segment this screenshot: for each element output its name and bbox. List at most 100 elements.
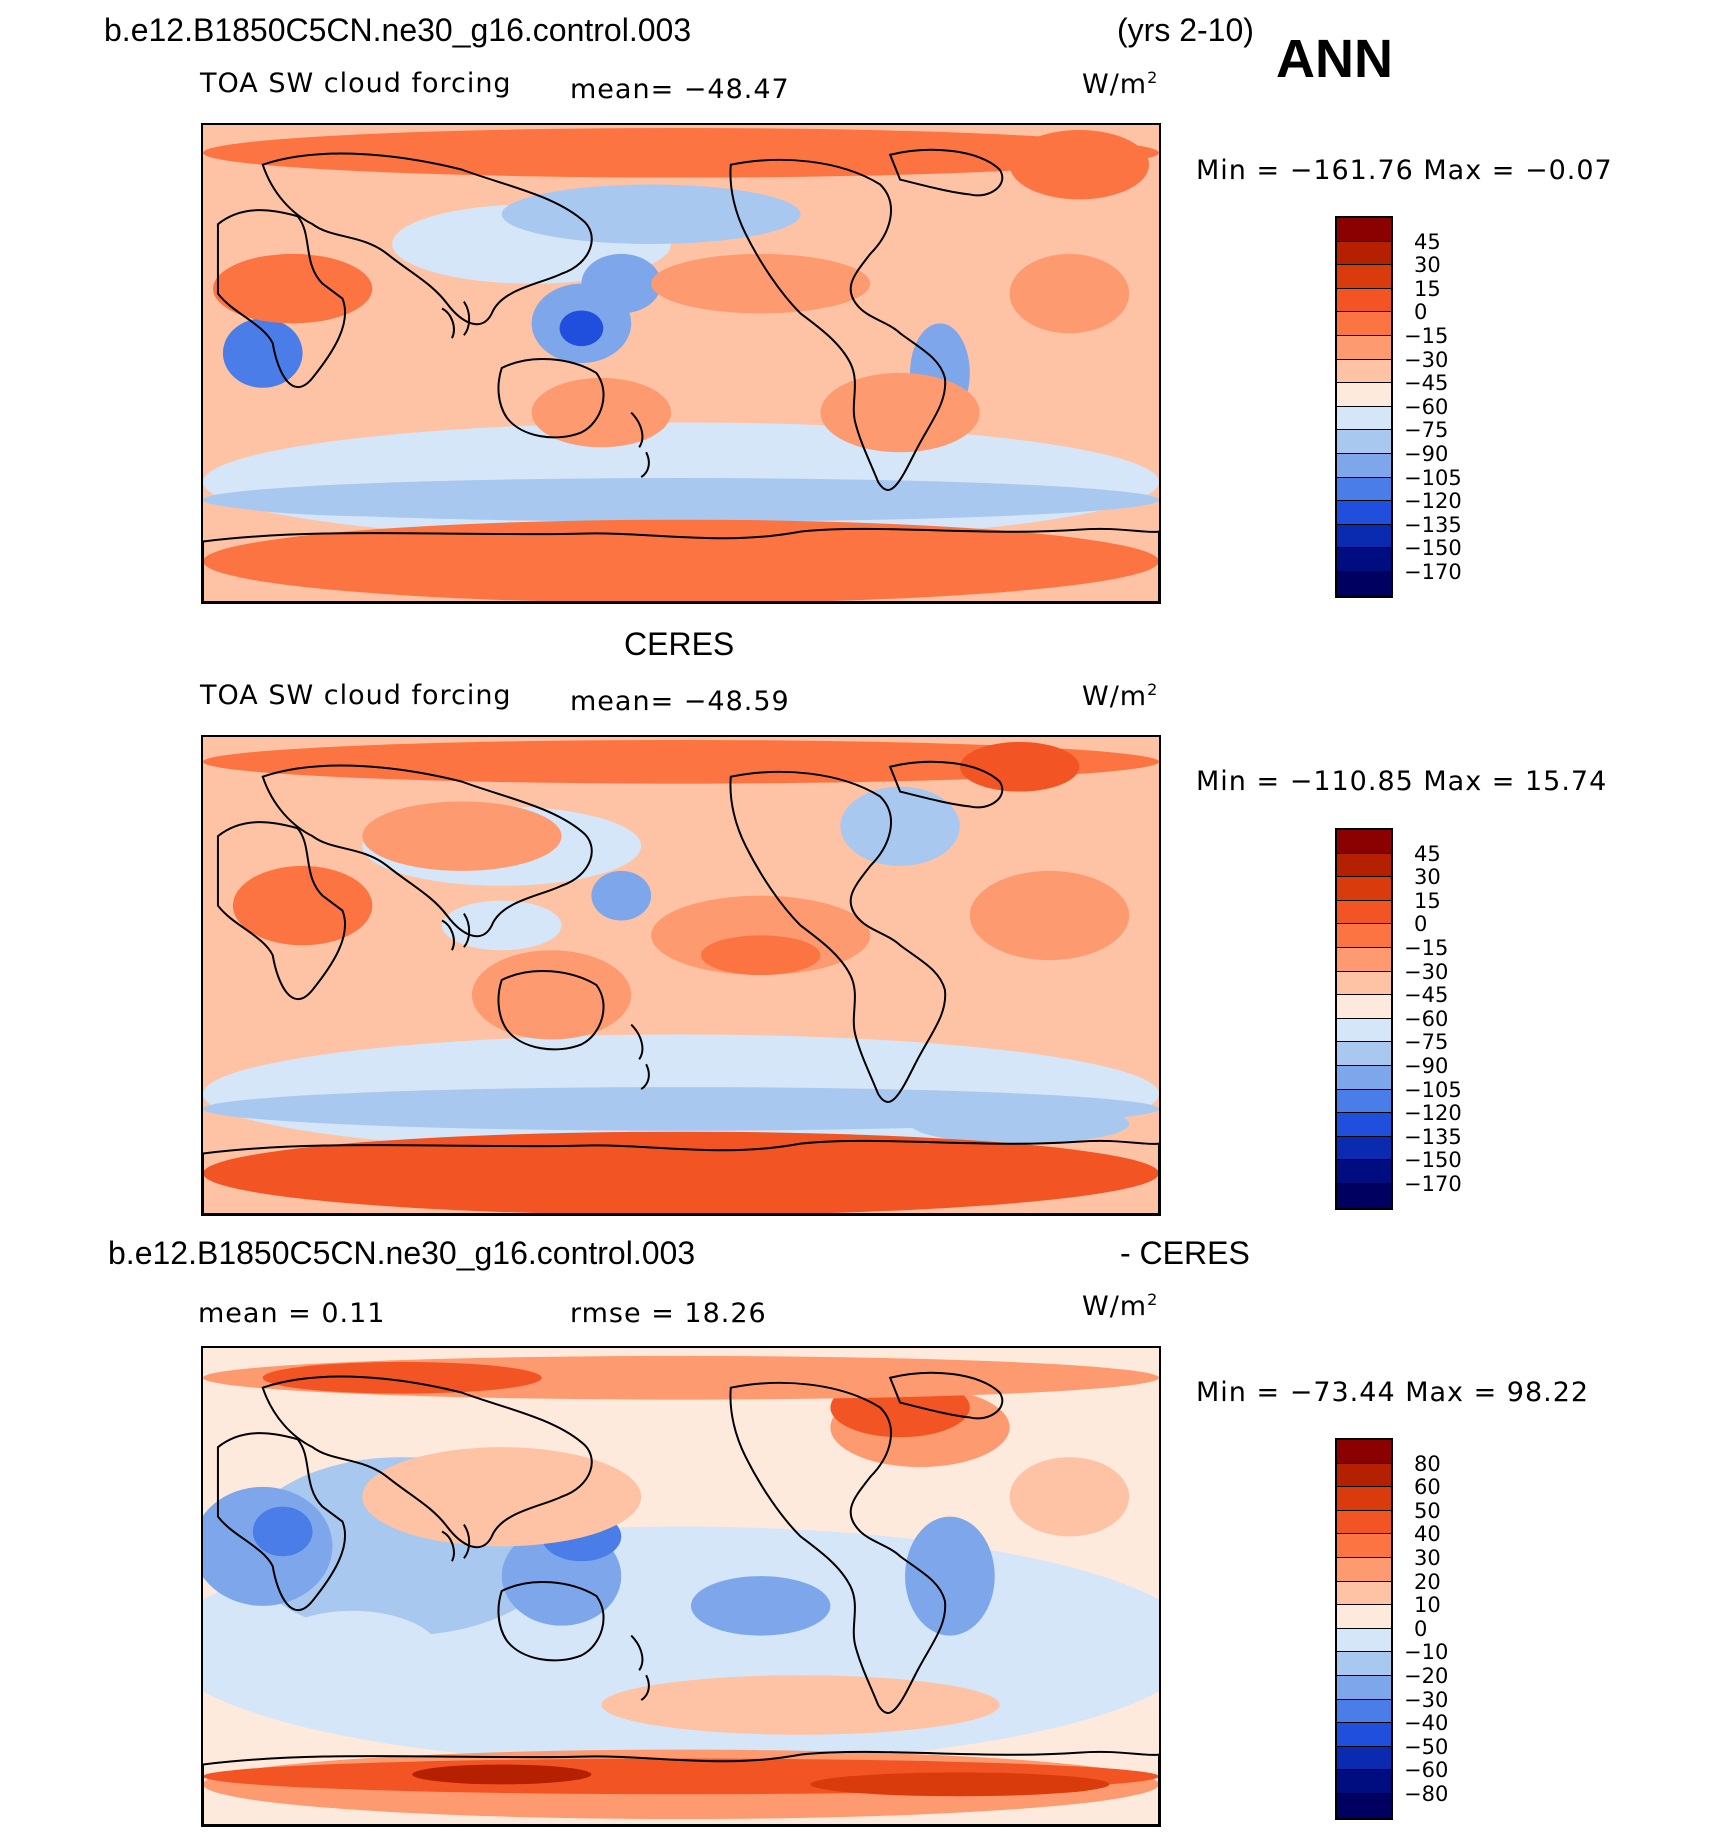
panel3-map <box>201 1346 1161 1827</box>
colorbar-tick-label: −75 <box>1404 1030 1449 1055</box>
colorbar-tick-label: −105 <box>1404 1077 1462 1102</box>
colorbar-tick-label: 45 <box>1414 841 1441 866</box>
colorbar-segment <box>1337 1183 1391 1208</box>
colorbar-segment <box>1337 1581 1391 1606</box>
contour-region <box>203 519 1159 602</box>
colorbar-tick-label: 20 <box>1414 1569 1441 1594</box>
panel2-colorbar <box>1335 828 1393 1210</box>
colorbar-tick-label: −80 <box>1404 1782 1449 1806</box>
colorbar-segment <box>1337 924 1391 948</box>
colorbar-segment <box>1337 265 1391 289</box>
colorbar-segment <box>1337 1065 1391 1090</box>
colorbar-tick-label: −120 <box>1404 1101 1462 1126</box>
years-label: (yrs 2-10) <box>1117 12 1254 48</box>
colorbar-tick-label: −60 <box>1404 394 1449 419</box>
colorbar-tick-label: 80 <box>1414 1451 1441 1476</box>
colorbar-segment <box>1337 971 1391 996</box>
contour-region <box>222 486 582 517</box>
panel1-mean: mean= −48.47 <box>570 74 790 105</box>
contour-region <box>362 1447 642 1547</box>
colorbar-segment <box>1337 1793 1391 1818</box>
colorbar-segment <box>1337 1699 1391 1724</box>
contour-region <box>471 950 632 1040</box>
colorbar-tick-label: 0 <box>1414 1616 1428 1641</box>
colorbar-segment <box>1337 1746 1391 1771</box>
panel3-units: W/m2 <box>1082 1290 1159 1322</box>
colorbar-segment <box>1337 501 1391 525</box>
colorbar-tick-label: −45 <box>1404 983 1449 1008</box>
colorbar-tick-label: −120 <box>1404 489 1462 514</box>
colorbar-segment <box>1337 1089 1391 1114</box>
colorbar-tick-label: −150 <box>1404 1148 1462 1173</box>
colorbar-tick-label: −40 <box>1404 1711 1449 1736</box>
colorbar-tick-label: −170 <box>1404 1172 1462 1196</box>
colorbar-segment <box>1337 1463 1391 1488</box>
colorbar-tick-label: −90 <box>1404 442 1449 466</box>
colorbar-segment <box>1337 947 1391 972</box>
colorbar-segment <box>1337 1113 1391 1137</box>
contour-region <box>601 1675 1000 1735</box>
colorbar-segment <box>1337 359 1391 384</box>
colorbar-tick-label: −150 <box>1404 536 1462 561</box>
colorbar-tick-label: −60 <box>1404 1758 1449 1783</box>
colorbar-segment <box>1337 900 1391 925</box>
colorbar-tick-label: 30 <box>1414 253 1441 278</box>
contour-region <box>690 1576 831 1636</box>
colorbar-segment <box>1337 853 1391 878</box>
colorbar-segment <box>1337 1160 1391 1184</box>
colorbar-segment <box>1337 548 1391 572</box>
contour-region <box>412 1764 592 1785</box>
panel1-variable: TOA SW cloud forcing <box>200 68 512 99</box>
contour-region <box>1009 253 1130 334</box>
colorbar-segment <box>1337 453 1391 478</box>
colorbar-tick-label: 60 <box>1414 1475 1441 1500</box>
contour-region <box>700 935 821 976</box>
colorbar-tick-label: −60 <box>1404 1006 1449 1031</box>
panel1-colorbar <box>1335 216 1393 598</box>
contour-region <box>252 1506 313 1557</box>
colorbar-tick-label: 15 <box>1414 276 1441 301</box>
colorbar-segment <box>1337 1770 1391 1794</box>
panel3-colorbar <box>1335 1438 1393 1820</box>
panel2-minmax: Min = −110.85 Max = 15.74 <box>1196 766 1608 797</box>
panel3-rmse: rmse = 18.26 <box>570 1298 767 1329</box>
colorbar-segment <box>1337 406 1391 431</box>
contour-region <box>442 900 562 951</box>
colorbar-tick-label: 10 <box>1414 1593 1441 1618</box>
coastlines <box>203 760 1159 1214</box>
colorbar-tick-label: −30 <box>1404 1687 1449 1712</box>
colorbar-segment <box>1337 383 1391 407</box>
colorbar-tick-label: 40 <box>1414 1522 1441 1547</box>
colorbar-segment <box>1337 571 1391 596</box>
colorbar-tick-label: 0 <box>1414 912 1428 937</box>
colorbar-tick-label: 45 <box>1414 229 1441 254</box>
contour-region <box>262 1361 542 1394</box>
contour-region <box>1009 129 1150 200</box>
panel3-minmax: Min = −73.44 Max = 98.22 <box>1196 1377 1590 1408</box>
season-label: ANN <box>1276 29 1393 89</box>
colorbar-segment <box>1337 335 1391 360</box>
panel3-heading-obs: - CERES <box>1120 1235 1250 1271</box>
colorbar-segment <box>1337 477 1391 502</box>
colorbar-segment <box>1337 1605 1391 1629</box>
contour-region <box>810 1772 1110 1797</box>
colorbar-segment <box>1337 1675 1391 1700</box>
panel2-heading: CERES <box>624 626 735 662</box>
colorbar-tick-label: −105 <box>1404 465 1462 490</box>
colorbar-tick-label: −135 <box>1404 1124 1462 1149</box>
contour-region <box>262 1610 442 1701</box>
colorbar-tick-label: −15 <box>1404 324 1449 348</box>
colorbar-tick-label: 50 <box>1414 1498 1441 1523</box>
contour-region <box>969 870 1130 961</box>
colorbar-tick-label: 30 <box>1414 865 1441 890</box>
colorbar-segment <box>1337 218 1391 242</box>
colorbar-segment <box>1337 1534 1391 1558</box>
panel3-mean: mean = 0.11 <box>198 1298 386 1329</box>
colorbar-tick-label: −90 <box>1404 1054 1449 1078</box>
colorbar-segment <box>1337 524 1391 549</box>
colorbar-segment <box>1337 1652 1391 1676</box>
panel2-map <box>201 735 1161 1216</box>
colorbar-segment <box>1337 1557 1391 1582</box>
contour-region <box>362 801 562 871</box>
colorbar-segment <box>1337 830 1391 854</box>
